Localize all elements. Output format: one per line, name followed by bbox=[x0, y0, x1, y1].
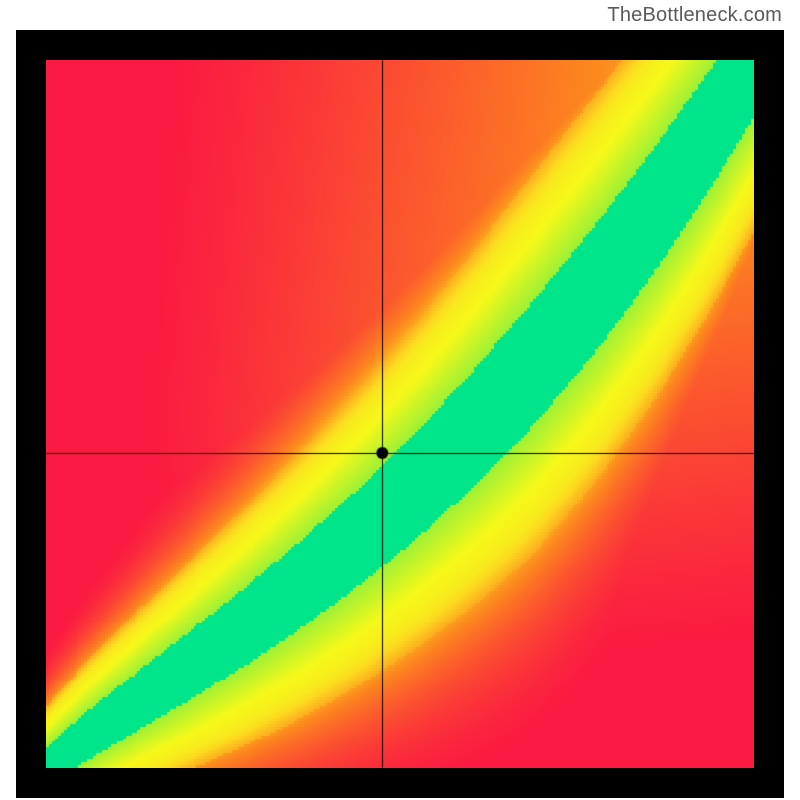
watermark-text: TheBottleneck.com bbox=[607, 4, 782, 27]
heatmap-canvas bbox=[46, 60, 754, 768]
plot-frame bbox=[16, 30, 784, 798]
chart-container: TheBottleneck.com bbox=[0, 0, 800, 800]
